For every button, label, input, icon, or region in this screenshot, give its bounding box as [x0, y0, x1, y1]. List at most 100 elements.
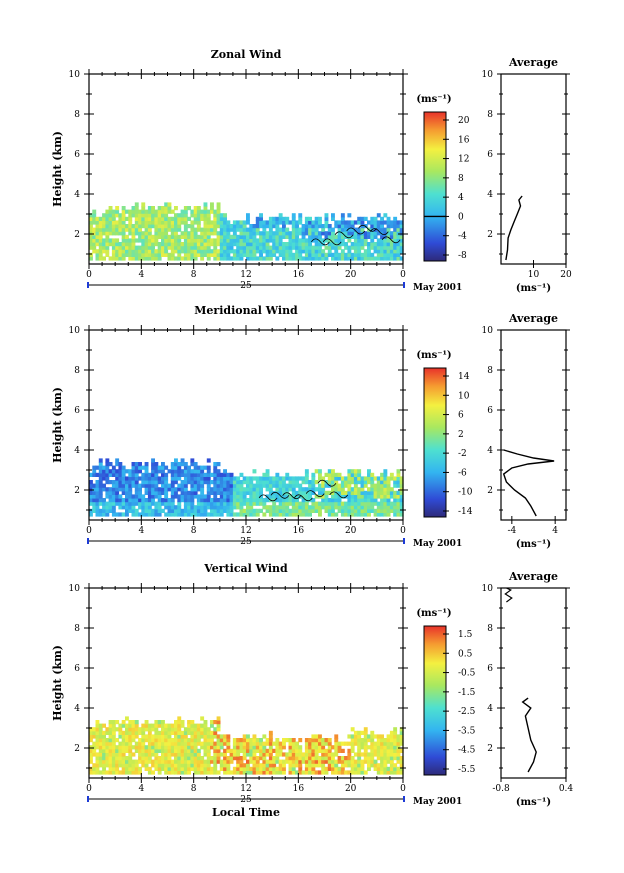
heatmap-cell: [151, 465, 155, 470]
heatmap-cell: [383, 766, 388, 771]
heatmap-cell: [187, 256, 191, 261]
heatmap-cell: [95, 770, 100, 775]
heatmap-cell: [121, 734, 126, 739]
heatmap-cell: [118, 220, 123, 225]
heatmap-cell: [350, 741, 355, 746]
heatmap-cell: [232, 256, 237, 261]
colorbar-tick-label: -4.5: [458, 746, 476, 756]
heatmap-cell: [318, 242, 322, 247]
heatmap-cell: [285, 252, 290, 257]
heatmap-cell: [259, 487, 263, 492]
heatmap-cell: [259, 220, 263, 225]
heatmap-cell: [347, 234, 352, 239]
heatmap-cell: [226, 490, 231, 495]
heatmap-cell: [393, 766, 398, 771]
heatmap-cell: [249, 231, 254, 236]
heatmap-cell: [141, 727, 146, 732]
heatmap-cell: [154, 512, 159, 517]
heatmap-cell: [223, 249, 227, 254]
heatmap-cell: [383, 238, 388, 243]
heatmap-cell: [151, 759, 155, 764]
heatmap-cell: [295, 252, 299, 257]
heatmap-cell: [180, 763, 185, 768]
heatmap-cell: [272, 770, 277, 775]
heatmap-cell: [357, 480, 362, 485]
heatmap-cell: [121, 252, 126, 257]
heatmap-cell: [128, 756, 133, 761]
heatmap-cell: [131, 770, 136, 775]
heatmap-cell: [376, 490, 381, 495]
heatmap-cell: [367, 763, 371, 768]
heatmap-cell: [187, 727, 191, 732]
heatmap-cell: [174, 256, 178, 261]
heatmap-cell: [340, 766, 345, 771]
heatmap-cell: [262, 224, 267, 229]
heatmap-cell: [386, 231, 391, 236]
average-x-tick-label: 20: [560, 270, 572, 280]
heatmap-cell: [340, 763, 345, 768]
heatmap-cell: [399, 245, 404, 250]
heatmap-cell: [288, 512, 293, 517]
heatmap-cell: [196, 766, 201, 771]
heatmap-cell: [164, 206, 169, 211]
average-profile-line-upper: [504, 587, 513, 603]
heatmap-cell: [177, 748, 182, 753]
heatmap-cell: [174, 227, 178, 232]
heatmap-cell: [259, 756, 263, 761]
heatmap-cell: [396, 501, 401, 506]
heatmap-cell: [285, 512, 290, 517]
heatmap-cell: [196, 213, 201, 218]
heatmap-cell: [376, 480, 381, 485]
heatmap-cell: [174, 462, 178, 467]
heatmap-cell: [360, 490, 365, 495]
heatmap-cell: [311, 245, 316, 250]
heatmap-cell: [298, 238, 303, 243]
heatmap-cell: [161, 252, 165, 257]
heatmap-cell: [131, 472, 136, 477]
heatmap-cell: [115, 770, 120, 775]
heatmap-cell: [304, 508, 309, 513]
heatmap-cell: [363, 480, 368, 485]
heatmap-cell: [304, 227, 309, 232]
heatmap-cell: [259, 752, 263, 757]
heatmap-cell: [295, 508, 299, 513]
heatmap-cell: [311, 483, 316, 488]
heatmap-cell: [223, 508, 227, 513]
panel-title: Zonal Wind: [211, 48, 282, 61]
heatmap-cell: [223, 738, 227, 743]
y-axis-label: Height (km): [51, 387, 64, 463]
heatmap-cell: [92, 734, 97, 739]
heatmap-cell: [141, 213, 146, 218]
heatmap-cell: [311, 234, 316, 239]
average-x-label: (ms⁻¹): [516, 283, 551, 294]
heatmap-cell: [223, 763, 227, 768]
heatmap-cell: [304, 256, 309, 261]
heatmap-cell: [321, 501, 326, 506]
heatmap-cell: [134, 220, 139, 225]
heatmap-cell: [121, 720, 126, 725]
heatmap-cell: [216, 472, 221, 477]
heatmap-cell: [268, 763, 273, 768]
heatmap-cell: [213, 227, 218, 232]
heatmap-cell: [98, 242, 103, 247]
heatmap-cell: [389, 487, 394, 492]
heatmap-cell: [213, 231, 218, 236]
heatmap-cell: [259, 224, 263, 229]
heatmap-cell: [255, 766, 260, 771]
heatmap-cell: [252, 227, 257, 232]
heatmap-cell: [170, 741, 175, 746]
heatmap-cell: [206, 730, 211, 735]
heatmap-cell: [157, 490, 162, 495]
heatmap-cell: [275, 505, 280, 510]
heatmap-cell: [105, 252, 110, 257]
heatmap-cell: [367, 766, 371, 771]
heatmap-cell: [108, 206, 113, 211]
heatmap-cell: [147, 206, 152, 211]
heatmap-cell: [311, 766, 316, 771]
heatmap-cell: [144, 766, 149, 771]
heatmap-cell: [298, 738, 303, 743]
heatmap-cell: [223, 252, 227, 257]
heatmap-cell: [219, 227, 224, 232]
heatmap-cell: [203, 748, 208, 753]
heatmap-cell: [95, 734, 100, 739]
